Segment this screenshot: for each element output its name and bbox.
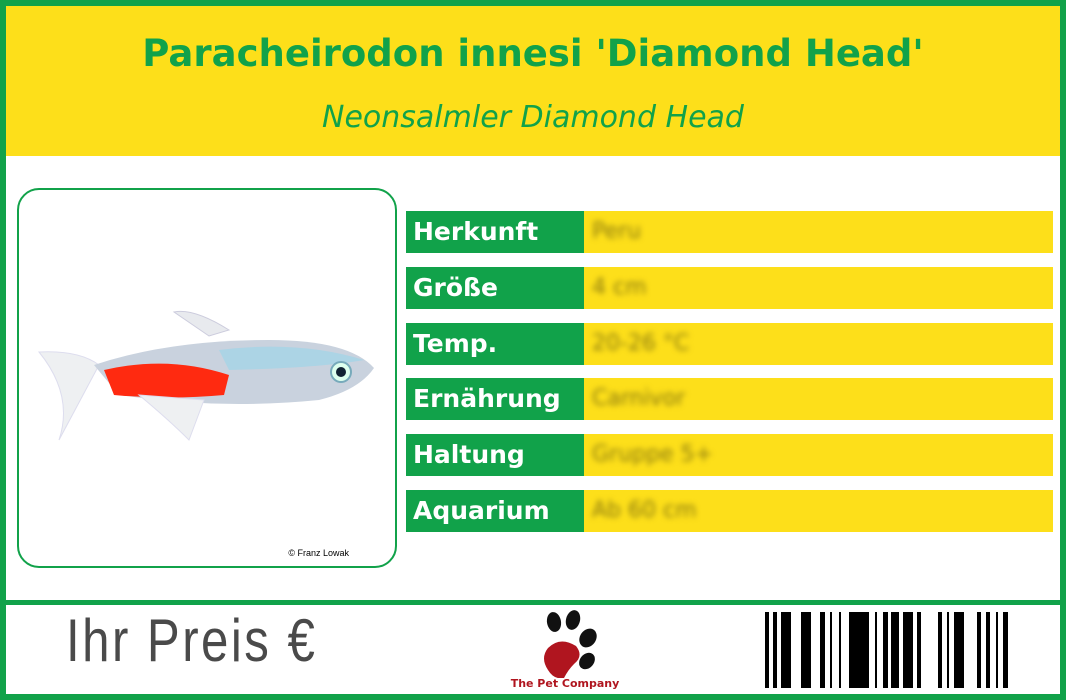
barcode-bar (830, 612, 832, 688)
fish-photo: © Franz Lowak (17, 188, 397, 568)
barcode-bar (781, 612, 791, 688)
barcode-bar (947, 612, 949, 688)
barcode-bar (820, 612, 825, 688)
row-value: Gruppe 5+ (592, 442, 713, 467)
info-row-ernaehrung: Ernährung Carnivor (406, 378, 1053, 420)
footer-divider (6, 600, 1060, 605)
info-row-herkunft: Herkunft Peru (406, 211, 1053, 253)
row-value: Ab 60 cm (592, 498, 697, 523)
info-row-aquarium: Aquarium Ab 60 cm (406, 490, 1053, 532)
row-value: Carnivor (592, 386, 686, 411)
barcode-bar (891, 612, 899, 688)
barcode-bar (765, 612, 769, 688)
pet-company-logo: The Pet Company (510, 608, 620, 692)
row-value: Peru (592, 219, 642, 244)
barcode-bar (773, 612, 777, 688)
paw-icon (544, 610, 597, 679)
barcode-bar (938, 612, 942, 688)
barcode-bar (839, 612, 841, 688)
barcode-bar (903, 612, 913, 688)
barcode-bar (917, 612, 921, 688)
barcode-bar (954, 612, 964, 688)
common-name: Neonsalmler Diamond Head (322, 100, 744, 135)
species-title: Paracheirodon innesi 'Diamond Head' (142, 32, 924, 75)
row-label: Ernährung (406, 378, 584, 420)
row-value: 20-26 °C (592, 331, 690, 356)
row-value: 4 cm (592, 275, 647, 300)
photo-credit: © Franz Lowak (288, 548, 349, 558)
row-label: Größe (406, 267, 584, 309)
info-row-haltung: Haltung Gruppe 5+ (406, 434, 1053, 476)
barcode-bar (1003, 612, 1008, 688)
row-label: Haltung (406, 434, 584, 476)
fish-image (37, 310, 374, 441)
barcode (765, 612, 1008, 688)
barcode-bar (875, 612, 877, 688)
info-row-temp: Temp. 20-26 °C (406, 323, 1053, 365)
info-row-groesse: Größe 4 cm (406, 267, 1053, 309)
price-label: Ihr Preis € (66, 607, 318, 674)
barcode-bar (849, 612, 869, 688)
barcode-bar (801, 612, 811, 688)
row-label: Aquarium (406, 490, 584, 532)
logo-text: The Pet Company (510, 677, 620, 690)
barcode-bar (996, 612, 998, 688)
barcode-bar (986, 612, 990, 688)
barcode-bar (883, 612, 888, 688)
row-label: Herkunft (406, 211, 584, 253)
barcode-bar (977, 612, 981, 688)
header: Paracheirodon innesi 'Diamond Head' Neon… (6, 6, 1060, 156)
row-label: Temp. (406, 323, 584, 365)
